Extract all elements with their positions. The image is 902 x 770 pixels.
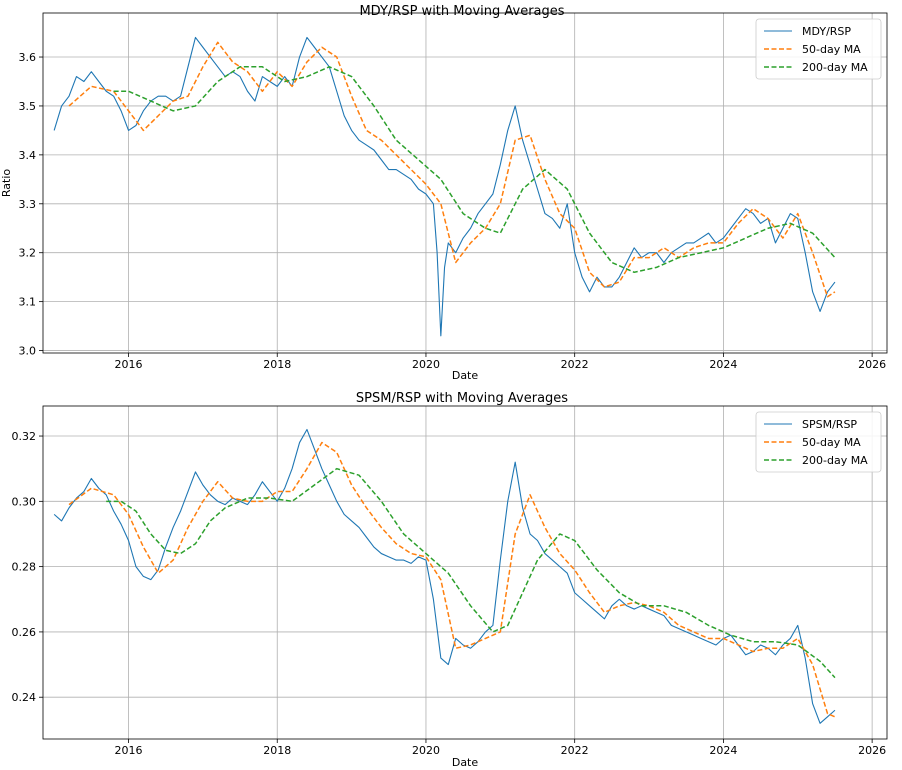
y-tick-label: 3.3 bbox=[19, 198, 37, 211]
x-tick-label: 2022 bbox=[561, 358, 589, 371]
legend-entry-label: 200-day MA bbox=[802, 61, 868, 74]
x-tick-label: 2024 bbox=[709, 744, 737, 757]
legend-entry-label: SPSM/RSP bbox=[802, 418, 857, 431]
x-tick-label: 2026 bbox=[858, 744, 886, 757]
y-tick-label: 3.4 bbox=[19, 149, 37, 162]
x-tick-label: 2026 bbox=[858, 358, 886, 371]
axes-frame bbox=[42, 405, 888, 740]
y-tick-label: 3.6 bbox=[19, 51, 37, 64]
axes-frame bbox=[42, 12, 888, 354]
y-tick-label: 3.2 bbox=[19, 247, 37, 260]
y-tick-label: 0.26 bbox=[12, 626, 37, 639]
series-line-spsm-rsp bbox=[53, 428, 836, 724]
x-axis-label: Date bbox=[452, 369, 479, 382]
legend: SPSM/RSP 50-day MA 200-day MA bbox=[755, 411, 882, 473]
legend-box bbox=[755, 411, 882, 473]
legend-box bbox=[755, 18, 882, 80]
x-tick-label: 2018 bbox=[263, 358, 291, 371]
x-tick-label: 2016 bbox=[115, 358, 143, 371]
legend-entry-label: 50-day MA bbox=[802, 43, 861, 56]
y-tick-label: 3.1 bbox=[19, 296, 37, 309]
y-tick-label: 0.28 bbox=[12, 561, 37, 574]
x-tick-label: 2024 bbox=[709, 358, 737, 371]
legend: MDY/RSP 50-day MA 200-day MA bbox=[755, 18, 882, 80]
series-line-50-day-ma bbox=[68, 41, 836, 298]
chart-1: 2016 2018 2020 2022 2024 2026 3.0 3.1 3.2 3.3 3.4 3… bbox=[0, 4, 888, 382]
x-tick-label: 2020 bbox=[412, 744, 440, 757]
legend-entry-label: 50-day MA bbox=[802, 436, 861, 449]
plot-area bbox=[53, 36, 836, 337]
x-tick-label: 2016 bbox=[115, 744, 143, 757]
x-tick-label: 2020 bbox=[412, 358, 440, 371]
series-line-50-day-ma bbox=[68, 441, 836, 718]
chart-title: SPSM/RSP with Moving Averages bbox=[356, 391, 568, 406]
y-tick-label: 0.30 bbox=[12, 495, 37, 508]
x-tick-label: 2018 bbox=[263, 744, 291, 757]
legend-entry-label: 200-day MA bbox=[802, 454, 868, 467]
y-tick-label: 0.32 bbox=[12, 430, 37, 443]
series-line-200-day-ma bbox=[113, 66, 836, 274]
y-tick-label: 3.0 bbox=[19, 345, 37, 358]
legend-entry-label: MDY/RSP bbox=[802, 25, 851, 38]
y-axis-label: Ratio bbox=[0, 169, 13, 198]
y-tick-label: 3.5 bbox=[19, 100, 37, 113]
plot-area bbox=[53, 428, 836, 724]
chart-title: MDY/RSP with Moving Averages bbox=[359, 4, 564, 19]
series-line-mdy-rsp bbox=[53, 36, 836, 337]
x-axis-label: Date bbox=[452, 756, 479, 769]
x-tick-label: 2022 bbox=[561, 744, 589, 757]
chart-2: 2016 2018 2020 2022 2024 2026 0.24 0.26 0.28 0.30… bbox=[0, 391, 888, 769]
y-axis-label: Ratio bbox=[0, 558, 1, 587]
y-tick-label: 0.24 bbox=[12, 691, 37, 704]
